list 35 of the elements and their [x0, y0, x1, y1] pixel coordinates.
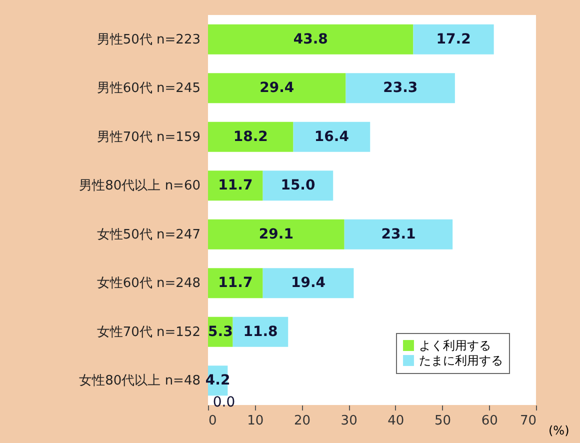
- data-label: 19.4: [291, 275, 326, 292]
- y-tick-label: 女性50代 n=247: [96, 227, 200, 242]
- x-tick-label: 10: [247, 414, 264, 428]
- legend-label: よく利用する: [419, 338, 491, 352]
- data-label: 17.2: [436, 31, 471, 48]
- x-tick-label: 0: [208, 414, 217, 428]
- data-label: 23.1: [381, 226, 416, 242]
- data-label: 11.7: [218, 178, 253, 194]
- y-tick-label: 女性60代 n=248: [96, 276, 200, 292]
- x-tick-label: 70: [520, 414, 536, 428]
- y-tick-label: 男性70代 n=159: [96, 130, 200, 145]
- data-label: 0.0: [212, 394, 236, 411]
- y-tick-label: 女性70代 n=152: [96, 324, 200, 340]
- legend-label: たまに利用する: [419, 354, 503, 368]
- y-tick-label: 男性80代以上 n=60: [79, 178, 200, 194]
- x-tick-label: 30: [340, 414, 358, 428]
- x-tick-label: 50: [434, 414, 452, 428]
- data-label: 11.8: [243, 324, 278, 340]
- data-label: 23.3: [383, 80, 418, 96]
- data-label: 18.2: [233, 128, 268, 145]
- data-label: 15.0: [280, 178, 316, 194]
- y-tick-label: 男性50代 n=223: [96, 32, 200, 48]
- data-label: 43.8: [293, 31, 328, 48]
- x-axis-title: (%): [548, 424, 570, 438]
- x-tick-label: 20: [294, 414, 310, 428]
- data-label: 4.2: [205, 372, 230, 389]
- y-tick-label: 男性60代 n=245: [96, 81, 200, 96]
- data-label: 29.1: [258, 226, 294, 242]
- data-label: 16.4: [314, 128, 350, 145]
- data-label: 11.7: [218, 275, 253, 292]
- x-tick-label: 60: [481, 414, 498, 428]
- y-tick-label: 女性80代以上 n=48: [79, 374, 200, 389]
- data-label: 29.4: [260, 80, 294, 96]
- data-label: 5.3: [208, 324, 233, 340]
- x-tick-label: 40: [388, 414, 404, 428]
